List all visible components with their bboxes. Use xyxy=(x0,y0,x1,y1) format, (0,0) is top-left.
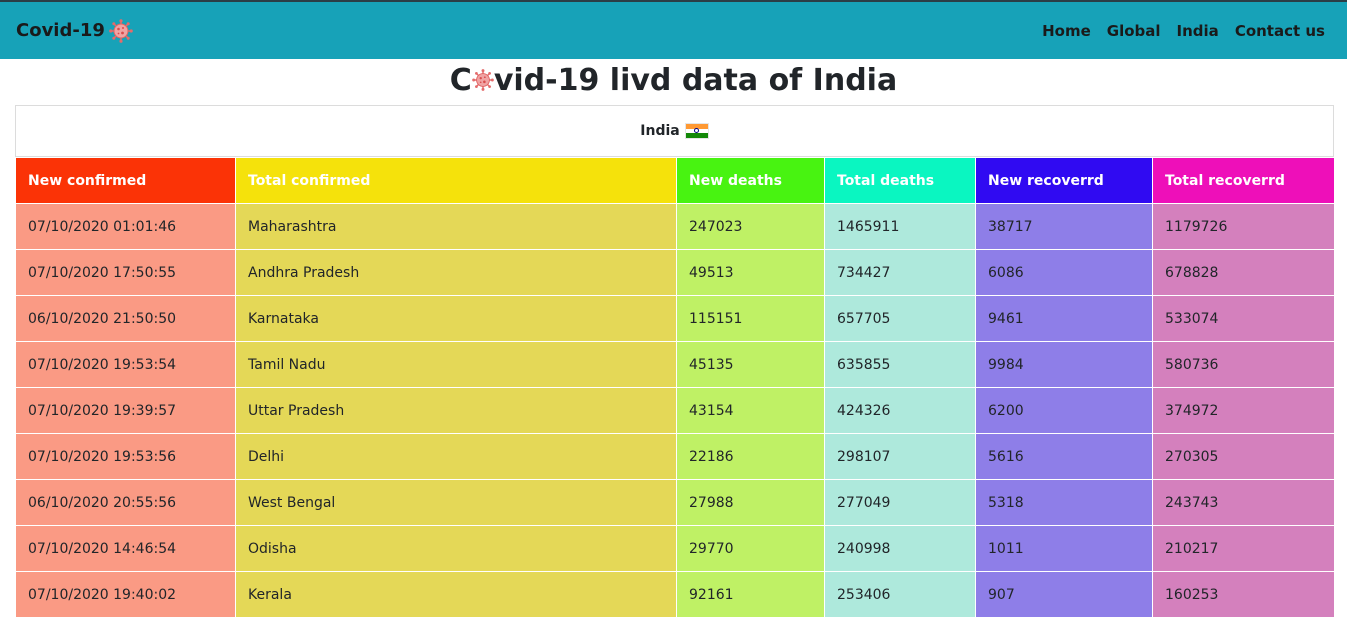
table-row: 07/10/2020 19:39:57 Uttar Pradesh 43154 424… xyxy=(15,387,1335,434)
table-cell: 07/10/2020 19:40:02 xyxy=(15,571,236,618)
table-cell: 07/10/2020 19:39:57 xyxy=(15,387,236,434)
table-row: 07/10/2020 01:01:46 Maharashtra 247023 1465… xyxy=(15,203,1335,250)
table-cell: 6086 xyxy=(975,249,1153,296)
table-cell: 277049 xyxy=(824,479,976,526)
table-cell: 27988 xyxy=(676,479,825,526)
table-cell: 270305 xyxy=(1152,433,1335,480)
nav-links: Home Global India Contact us xyxy=(1026,22,1325,40)
country-name: India xyxy=(640,123,680,139)
nav-link-home[interactable]: Home xyxy=(1042,21,1091,40)
column-header: Total recoverrd xyxy=(1152,157,1335,204)
table-cell: Karnataka xyxy=(235,295,677,342)
table-cell: 115151 xyxy=(676,295,825,342)
table-body: 07/10/2020 01:01:46 Maharashtra 247023 1465… xyxy=(15,203,1335,618)
table-cell: 38717 xyxy=(975,203,1153,250)
column-header: New confirmed xyxy=(15,157,236,204)
brand-label: Covid-19 xyxy=(16,20,105,41)
nav-link-india[interactable]: India xyxy=(1176,21,1219,40)
table-cell: 374972 xyxy=(1152,387,1335,434)
country-header: India xyxy=(15,105,1334,157)
table-cell: 49513 xyxy=(676,249,825,296)
table-cell: 06/10/2020 21:50:50 xyxy=(15,295,236,342)
table-cell: 533074 xyxy=(1152,295,1335,342)
table-cell: 07/10/2020 17:50:55 xyxy=(15,249,236,296)
india-flag-icon xyxy=(684,123,709,139)
table-row: 07/10/2020 19:53:54 Tamil Nadu 45135 635855… xyxy=(15,341,1335,388)
table-cell: Andhra Pradesh xyxy=(235,249,677,296)
table-cell: 5318 xyxy=(975,479,1153,526)
table-cell: 734427 xyxy=(824,249,976,296)
table-cell: 907 xyxy=(975,571,1153,618)
table-cell: Tamil Nadu xyxy=(235,341,677,388)
table-cell: 247023 xyxy=(676,203,825,250)
table-cell: West Bengal xyxy=(235,479,677,526)
table-cell: 635855 xyxy=(824,341,976,388)
table-cell: 160253 xyxy=(1152,571,1335,618)
table-cell: 1179726 xyxy=(1152,203,1335,250)
table-row: 06/10/2020 21:50:50 Karnataka 115151 657705… xyxy=(15,295,1335,342)
table-cell: 240998 xyxy=(824,525,976,572)
table-cell: 298107 xyxy=(824,433,976,480)
table-row: 07/10/2020 14:46:54 Odisha 29770 240998 1011… xyxy=(15,525,1335,572)
table-row: 07/10/2020 19:53:56 Delhi 22186 298107 5616 2… xyxy=(15,433,1335,480)
virus-icon xyxy=(472,69,494,91)
table-cell: 424326 xyxy=(824,387,976,434)
page-title-suffix: vid-19 livd data of India xyxy=(493,63,898,98)
table-cell: 22186 xyxy=(676,433,825,480)
table-cell: 253406 xyxy=(824,571,976,618)
column-header: New recoverrd xyxy=(975,157,1153,204)
table-cell: 07/10/2020 19:53:54 xyxy=(15,341,236,388)
virus-icon xyxy=(109,18,133,43)
table-cell: 1011 xyxy=(975,525,1153,572)
table-cell: Delhi xyxy=(235,433,677,480)
table-cell: 6200 xyxy=(975,387,1153,434)
table-cell: 210217 xyxy=(1152,525,1335,572)
table-cell: Maharashtra xyxy=(235,203,677,250)
table-cell: Odisha xyxy=(235,525,677,572)
page-title-prefix: C xyxy=(449,63,472,98)
table-cell: 5616 xyxy=(975,433,1153,480)
page-title: C vid-19 livd data of India xyxy=(0,60,1347,104)
table-cell: 678828 xyxy=(1152,249,1335,296)
table-cell: 43154 xyxy=(676,387,825,434)
table-cell: 1465911 xyxy=(824,203,976,250)
table-cell: 243743 xyxy=(1152,479,1335,526)
column-header: Total confirmed xyxy=(235,157,677,204)
table-cell: 9984 xyxy=(975,341,1153,388)
table-cell: 92161 xyxy=(676,571,825,618)
table-row: 07/10/2020 19:40:02 Kerala 92161 253406 907 1… xyxy=(15,571,1335,618)
table-cell: 9461 xyxy=(975,295,1153,342)
nav-link-global[interactable]: Global xyxy=(1106,21,1161,40)
table-cell: Kerala xyxy=(235,571,677,618)
column-header: New deaths xyxy=(676,157,825,204)
table-cell: 580736 xyxy=(1152,341,1335,388)
table-cell: 29770 xyxy=(676,525,825,572)
covid-data-table: New confirmed Total confirmed New deaths… xyxy=(15,157,1335,618)
table-cell: 07/10/2020 19:53:56 xyxy=(15,433,236,480)
nav-link-contact-us[interactable]: Contact us xyxy=(1234,21,1325,40)
table-cell: 06/10/2020 20:55:56 xyxy=(15,479,236,526)
navbar: Covid-19 Home Global xyxy=(0,0,1347,59)
brand[interactable]: Covid-19 xyxy=(16,18,133,43)
table-row: 07/10/2020 17:50:55 Andhra Pradesh 49513 73… xyxy=(15,249,1335,296)
table-cell: 45135 xyxy=(676,341,825,388)
table-row: 06/10/2020 20:55:56 West Bengal 27988 27704… xyxy=(15,479,1335,526)
table-header-row: New confirmed Total confirmed New deaths… xyxy=(15,157,1335,204)
table-cell: Uttar Pradesh xyxy=(235,387,677,434)
table-cell: 07/10/2020 01:01:46 xyxy=(15,203,236,250)
table-cell: 657705 xyxy=(824,295,976,342)
table-cell: 07/10/2020 14:46:54 xyxy=(15,525,236,572)
column-header: Total deaths xyxy=(824,157,976,204)
